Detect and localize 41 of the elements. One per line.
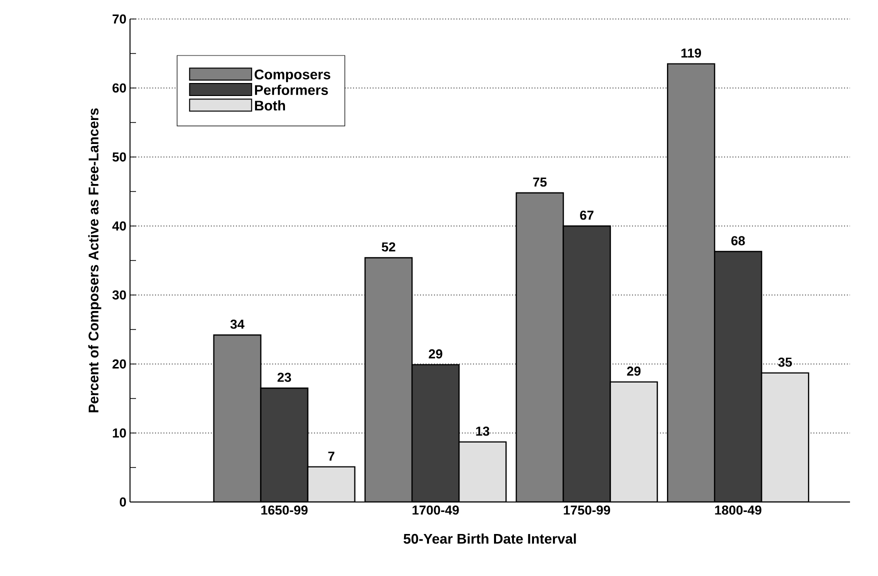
y-tick-label: 50	[112, 152, 126, 162]
bar	[411, 364, 460, 502]
y-tick-label: 40	[112, 221, 126, 231]
legend-label: Both	[255, 100, 285, 111]
bar	[307, 466, 356, 502]
bar	[458, 441, 507, 502]
annotation: 119	[681, 48, 702, 58]
annotation: 68	[731, 236, 745, 246]
x-tick-label: 1800-49	[715, 506, 762, 515]
legend-label: Composers	[254, 69, 330, 82]
x-tick-label: 1650-99	[261, 506, 308, 515]
annotation: 35	[778, 358, 792, 367]
bar	[516, 192, 564, 502]
bar	[364, 257, 413, 502]
y-axis-title: Percent of Composers Active as Free-Lancers	[88, 108, 102, 412]
x-tick-label: 1750-99	[564, 506, 610, 515]
bar	[666, 63, 716, 502]
y-tick-label: 10	[112, 428, 126, 438]
y-tick-label: 60	[112, 83, 126, 93]
annotation: 13	[476, 426, 490, 436]
annotation: 7	[328, 452, 334, 461]
y-tick-label: 20	[112, 359, 126, 369]
x-tick-label: 1700-49	[412, 506, 459, 515]
annotation: 52	[382, 242, 396, 252]
y-tick-label: 30	[112, 290, 126, 300]
annotation: 29	[627, 366, 641, 376]
annotation: 34	[230, 320, 244, 329]
annotation: 29	[428, 349, 442, 358]
y-tick-label: 0	[120, 497, 126, 507]
annotation: 75	[533, 178, 547, 187]
y-tick-label: 70	[112, 14, 126, 24]
bar	[562, 225, 611, 502]
bar	[610, 381, 658, 502]
x-axis-title: 50-Year Birth Date Interval	[404, 534, 576, 544]
bar	[213, 334, 262, 502]
bar	[714, 250, 762, 502]
bar	[260, 388, 308, 502]
annotation: 23	[278, 372, 292, 382]
bar	[760, 372, 810, 502]
legend-label: Performers	[255, 84, 328, 95]
annotation: 67	[580, 210, 594, 220]
